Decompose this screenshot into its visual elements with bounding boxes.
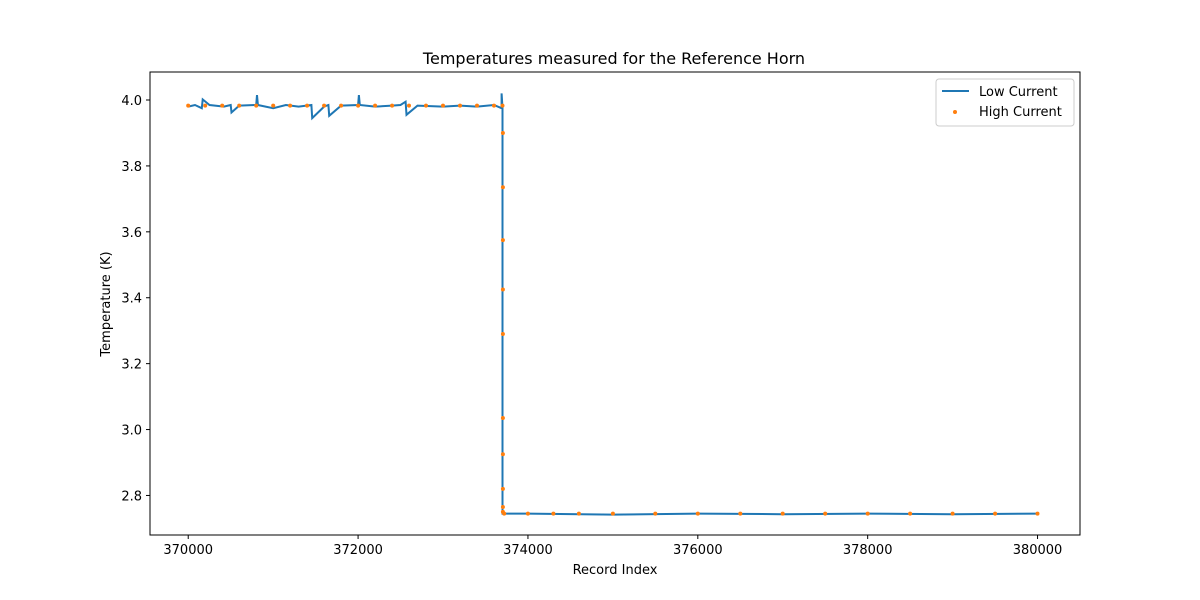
- legend-label-high-current: High Current: [979, 105, 1062, 120]
- y-tick-label: 4.0: [121, 94, 142, 109]
- data-point-high-current: [288, 103, 293, 108]
- data-point-high-current: [186, 103, 191, 108]
- data-point-high-current: [305, 103, 310, 108]
- x-tick-label: 376000: [673, 543, 723, 558]
- data-point-high-current: [823, 511, 828, 516]
- data-point-high-current: [475, 103, 479, 108]
- axes: 370000 372000 374000 376000 378000 380000 2.8 3…: [121, 71, 1081, 558]
- axes-frame: [149, 71, 1081, 536]
- data-point-high-current: [500, 287, 505, 292]
- data-point-high-current: [203, 103, 208, 108]
- x-axis-label: Record Index: [573, 563, 658, 578]
- data-point-high-current: [525, 511, 530, 516]
- data-point-high-current: [492, 103, 496, 108]
- plot-clip-group: [186, 93, 1040, 516]
- x-tick-label: 378000: [843, 543, 893, 558]
- legend: Low Current High Current: [935, 78, 1075, 127]
- data-point-high-current: [502, 511, 507, 516]
- data-point-high-current: [908, 511, 913, 516]
- data-point-high-current: [865, 511, 870, 516]
- data-point-high-current: [950, 511, 955, 516]
- data-point-high-current: [500, 332, 505, 336]
- data-point-high-current: [1035, 511, 1040, 516]
- data-point-high-current: [500, 131, 505, 135]
- plot-area: [186, 93, 1040, 516]
- data-point-high-current: [993, 511, 998, 516]
- legend-marker-high-current: [953, 110, 957, 114]
- data-point-high-current: [339, 103, 344, 108]
- data-point-high-current: [695, 511, 700, 516]
- y-axis-label: Temperature (K): [99, 251, 114, 357]
- data-point-high-current: [738, 511, 743, 516]
- y-tick-label: 3.8: [121, 160, 142, 175]
- data-point-high-current: [390, 103, 395, 108]
- data-point-high-current: [254, 103, 259, 108]
- data-point-high-current: [500, 185, 505, 190]
- data-point-high-current: [500, 238, 505, 243]
- x-tick-label: 374000: [503, 543, 553, 558]
- data-point-high-current: [500, 452, 505, 457]
- data-point-high-current: [373, 103, 378, 108]
- y-tick-label: 3.6: [121, 226, 142, 241]
- data-point-high-current: [458, 103, 462, 108]
- legend-label-low-current: Low Current: [979, 85, 1058, 100]
- y-tick-label: 3.0: [121, 424, 142, 439]
- data-point-high-current: [407, 103, 411, 108]
- chart-title: Temperatures measured for the Reference …: [422, 49, 805, 68]
- data-point-high-current: [356, 103, 361, 108]
- data-point-high-current: [576, 511, 581, 516]
- x-tick-label: 372000: [333, 543, 383, 558]
- data-point-high-current: [237, 103, 242, 108]
- data-point-high-current: [424, 103, 428, 108]
- y-tick-label: 3.4: [121, 292, 142, 307]
- y-tick-label: 2.8: [121, 489, 142, 504]
- data-point-high-current: [780, 511, 785, 516]
- data-point-high-current: [653, 511, 658, 516]
- data-point-high-current: [322, 103, 327, 108]
- x-tick-label: 380000: [1013, 543, 1063, 558]
- data-point-high-current: [441, 103, 445, 108]
- y-tick-label: 3.2: [121, 358, 142, 373]
- data-point-high-current: [610, 511, 615, 516]
- data-point-high-current: [551, 511, 556, 516]
- data-point-high-current: [500, 416, 505, 420]
- data-point-high-current: [500, 505, 505, 509]
- series-line-low-current: [187, 93, 1038, 516]
- data-point-high-current: [500, 103, 505, 108]
- x-tick-label: 370000: [163, 543, 213, 558]
- legend-box: [935, 78, 1075, 127]
- data-point-high-current: [271, 103, 276, 108]
- data-point-high-current: [500, 486, 505, 491]
- data-point-high-current: [220, 103, 225, 108]
